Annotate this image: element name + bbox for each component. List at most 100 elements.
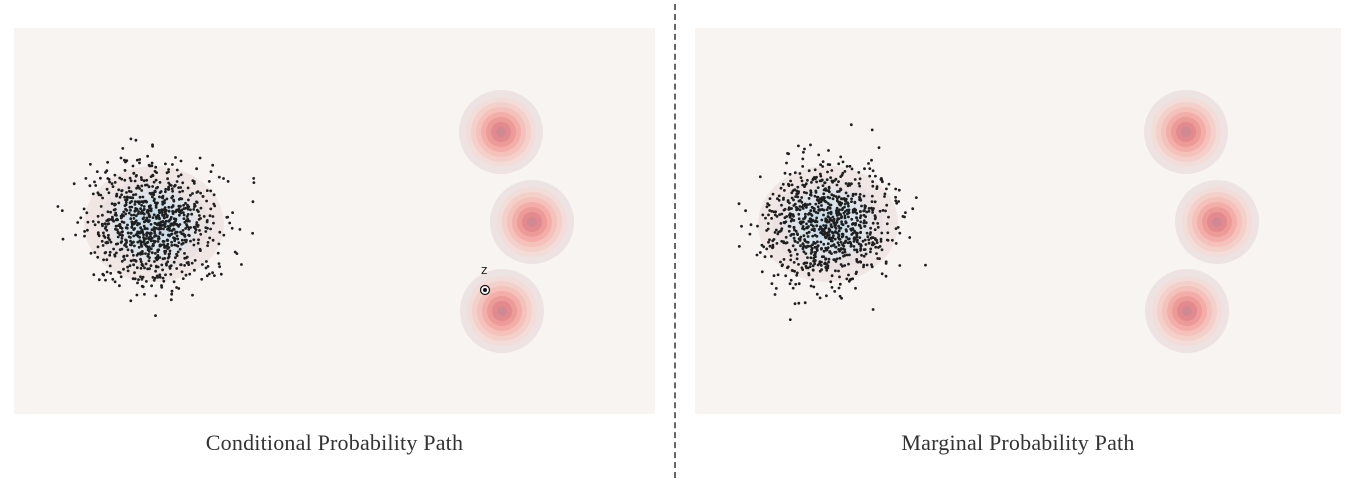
sample-point <box>807 230 811 234</box>
sample-point <box>797 263 800 266</box>
sample-point <box>911 207 915 211</box>
sample-point <box>169 215 173 219</box>
sample-point <box>118 284 121 288</box>
sample-point <box>129 179 133 183</box>
sample-point <box>799 235 803 239</box>
sample-point <box>96 245 100 249</box>
sample-point <box>886 231 890 235</box>
sample-point <box>177 287 181 290</box>
sample-point <box>168 267 172 270</box>
sample-point <box>842 211 846 215</box>
sample-point <box>149 247 153 251</box>
sample-point <box>903 215 906 219</box>
sample-point <box>838 249 841 253</box>
sample-point <box>157 209 161 212</box>
sample-point <box>798 172 802 175</box>
sample-point <box>175 168 179 172</box>
sample-point <box>870 265 874 269</box>
sample-point <box>894 187 898 191</box>
sample-point <box>846 241 850 245</box>
sample-point <box>146 231 150 235</box>
sample-point <box>811 234 815 238</box>
sample-point <box>160 285 164 289</box>
sample-point <box>770 255 773 258</box>
sample-point <box>875 252 878 256</box>
sample-point <box>157 235 161 239</box>
sample-point <box>136 240 140 244</box>
sample-point <box>843 216 847 220</box>
sample-point <box>151 191 154 195</box>
sample-point <box>152 199 156 203</box>
sample-point <box>112 208 116 212</box>
density-contour <box>1181 127 1191 137</box>
sample-point <box>774 210 777 214</box>
sample-point <box>196 241 200 245</box>
sample-point <box>869 236 873 240</box>
sample-point <box>140 203 143 207</box>
sample-point <box>151 185 155 188</box>
sample-point <box>871 211 874 214</box>
sample-point <box>154 204 158 208</box>
sample-point <box>853 178 857 181</box>
sample-point <box>158 217 161 221</box>
sample-point <box>816 195 820 199</box>
density-contour <box>1182 306 1192 316</box>
sample-point <box>801 157 805 161</box>
sample-point <box>109 210 112 214</box>
sample-point <box>169 222 173 226</box>
sample-point <box>876 225 880 229</box>
sample-point <box>855 250 859 254</box>
sample-point <box>185 223 188 226</box>
sample-point <box>851 277 855 281</box>
sample-point <box>813 207 816 211</box>
sample-point <box>176 250 180 254</box>
sample-point <box>85 211 89 215</box>
sample-point <box>740 224 743 228</box>
sample-point <box>850 197 853 201</box>
sample-point <box>835 199 839 203</box>
sample-point <box>744 209 747 213</box>
sample-point <box>824 224 828 228</box>
sample-point <box>824 257 827 261</box>
sample-point <box>182 213 186 217</box>
sample-point <box>781 182 785 186</box>
target-mode-bottom <box>1145 269 1229 353</box>
sample-point <box>844 228 848 232</box>
sample-point <box>160 263 164 267</box>
sample-point <box>837 234 841 238</box>
sample-point <box>108 264 112 268</box>
sample-point <box>795 257 799 261</box>
sample-point <box>843 205 846 209</box>
sample-point <box>198 214 201 217</box>
sample-point <box>150 161 154 165</box>
sample-point <box>178 190 182 194</box>
sample-point <box>898 264 902 267</box>
sample-point <box>119 226 122 230</box>
sample-point <box>785 215 788 218</box>
sample-point <box>122 210 126 214</box>
sample-point <box>887 182 891 186</box>
sample-point <box>140 277 144 281</box>
sample-point <box>212 221 215 225</box>
sample-point <box>125 254 129 257</box>
sample-point <box>176 237 180 241</box>
conditional-point-z: z <box>479 263 491 296</box>
sample-point <box>105 241 108 245</box>
sample-point <box>123 158 126 162</box>
sample-point <box>859 230 862 234</box>
sample-point <box>137 278 140 282</box>
sample-point <box>181 189 185 193</box>
sample-point <box>826 170 829 174</box>
sample-point <box>181 211 185 215</box>
sample-point <box>831 215 835 219</box>
sample-point <box>859 249 862 252</box>
sample-point <box>145 234 149 238</box>
sample-point <box>845 165 849 168</box>
sample-point <box>866 235 870 239</box>
sample-point <box>806 235 810 238</box>
sample-point <box>830 286 834 289</box>
sample-point <box>166 256 170 260</box>
sample-point <box>186 206 190 209</box>
sample-point <box>152 244 155 247</box>
sample-point <box>820 204 823 207</box>
